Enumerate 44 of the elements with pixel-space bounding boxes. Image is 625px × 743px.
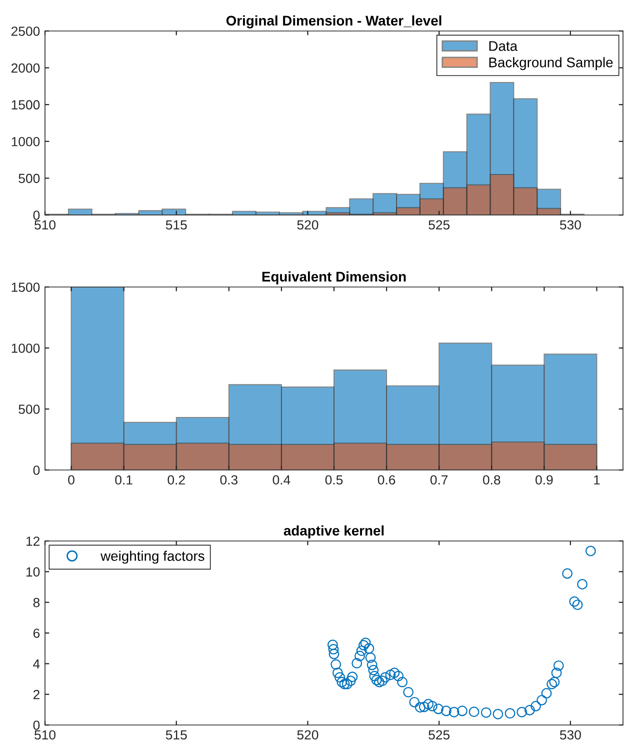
chart-title: adaptive kernel xyxy=(284,525,384,538)
x-tick-label: 525 xyxy=(428,220,450,230)
x-tick-label: 510 xyxy=(34,730,56,740)
y-tick-label: 1000 xyxy=(12,136,40,146)
x-tick-label: 0.2 xyxy=(168,475,185,485)
y-tick-label: 0 xyxy=(33,210,40,220)
y-tick-label: 2000 xyxy=(11,63,40,73)
y-tick-label: 0 xyxy=(33,720,40,730)
y-tick-label: 12 xyxy=(26,536,40,546)
y-tick-label: 1000 xyxy=(12,344,40,353)
x-tick-label: 515 xyxy=(166,730,187,740)
x-tick-label: 0.8 xyxy=(482,475,500,485)
y-tick-label: 8 xyxy=(33,598,40,608)
y-tick-label: 1500 xyxy=(12,282,40,292)
legend-label: weighting factors xyxy=(100,550,204,564)
x-tick-label: 520 xyxy=(297,730,318,740)
y-tick-label: 500 xyxy=(18,174,40,184)
x-tick-label: 0.6 xyxy=(378,475,396,485)
x-tick-label: 0 xyxy=(68,475,74,485)
x-tick-label: 0.5 xyxy=(325,475,343,485)
x-tick-label: 530 xyxy=(560,220,581,230)
x-tick-label: 0.4 xyxy=(272,475,290,485)
x-tick-label: 0.7 xyxy=(430,475,448,485)
y-tick-label: 2500 xyxy=(11,26,40,36)
legend-label: Background Sample xyxy=(489,57,613,70)
x-tick-label: 525 xyxy=(428,730,450,740)
x-tick-label: 530 xyxy=(560,730,581,740)
y-tick-label: 2 xyxy=(33,690,40,700)
x-tick-label: 510 xyxy=(34,220,56,230)
y-tick-label: 1500 xyxy=(12,100,40,110)
x-tick-label: 520 xyxy=(297,220,318,230)
y-tick-label: 500 xyxy=(18,404,40,414)
x-tick-label: 0.3 xyxy=(220,475,238,485)
x-tick-label: 1 xyxy=(594,475,600,484)
y-tick-label: 4 xyxy=(33,659,40,668)
legend-label: Data xyxy=(489,41,518,51)
y-tick-label: 10 xyxy=(26,567,40,577)
chart-title: Original Dimension - Water_level xyxy=(226,15,442,28)
y-tick-label: 6 xyxy=(33,628,40,638)
x-tick-label: 0.9 xyxy=(536,475,553,485)
x-tick-label: 0.1 xyxy=(115,475,132,485)
y-tick-label: 0 xyxy=(33,466,40,475)
chart-title: Equivalent Dimension xyxy=(262,271,406,284)
x-tick-label: 515 xyxy=(166,220,187,230)
